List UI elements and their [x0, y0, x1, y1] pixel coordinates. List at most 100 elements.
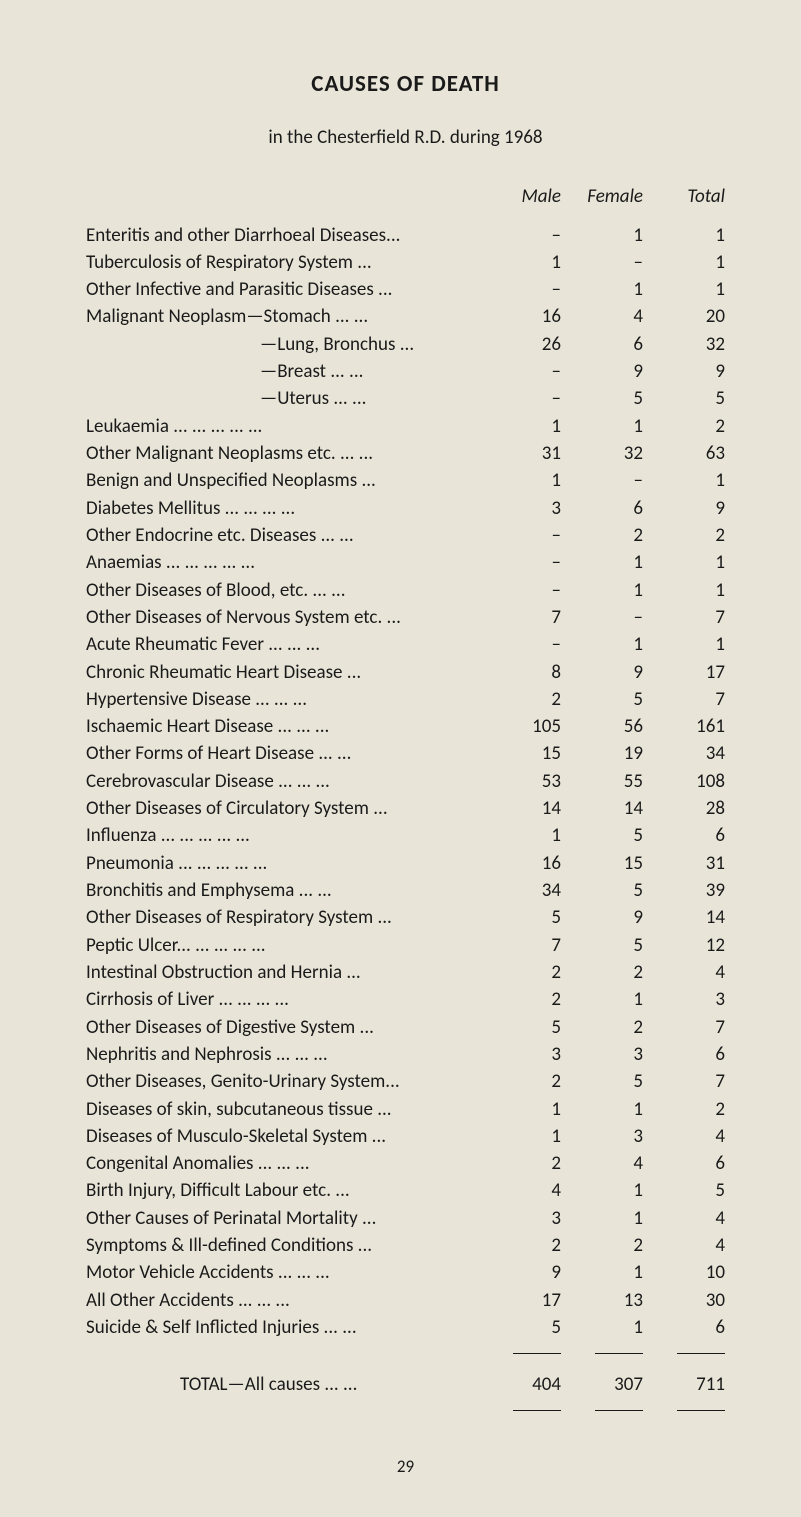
female-cell: 14	[567, 796, 649, 823]
male-cell: 34	[485, 878, 567, 905]
male-cell: 9	[485, 1260, 567, 1287]
total-cell: 14	[649, 905, 731, 932]
female-cell: 19	[567, 741, 649, 768]
total-cell: 32	[649, 331, 731, 358]
col-female: Female	[567, 183, 649, 222]
cause-cell: Other Diseases of Digestive System ...	[80, 1014, 485, 1041]
total-cell: 5	[649, 386, 731, 413]
cause-cell: Diseases of skin, subcutaneous tissue ..…	[80, 1096, 485, 1123]
female-cell: 13	[567, 1287, 649, 1314]
male-cell: –	[485, 577, 567, 604]
female-cell: 9	[567, 359, 649, 386]
female-cell: 2	[567, 1014, 649, 1041]
male-cell: 3	[485, 1041, 567, 1068]
total-total: 711	[649, 1359, 731, 1399]
total-row: TOTAL—All causes ... ...404307711	[80, 1359, 731, 1399]
female-cell: –	[567, 468, 649, 495]
female-cell: 5	[567, 1069, 649, 1096]
total-female: 307	[567, 1359, 649, 1399]
cause-cell: Chronic Rheumatic Heart Disease ...	[80, 659, 485, 686]
table-row: Other Infective and Parasitic Diseases .…	[80, 277, 731, 304]
male-cell: 7	[485, 932, 567, 959]
total-cell: 63	[649, 441, 731, 468]
table-row: Diseases of Musculo-Skeletal System ...1…	[80, 1123, 731, 1150]
table-row: Suicide & Self Inflicted Injuries ... ..…	[80, 1315, 731, 1342]
female-cell: 2	[567, 959, 649, 986]
cause-cell: Influenza ... ... ... ... ...	[80, 823, 485, 850]
table-row: Cirrhosis of Liver ... ... ... ...213	[80, 987, 731, 1014]
total-cell: 108	[649, 768, 731, 795]
total-cell: 5	[649, 1178, 731, 1205]
total-cell: 12	[649, 932, 731, 959]
female-cell: 5	[567, 386, 649, 413]
table-row: Influenza ... ... ... ... ...156	[80, 823, 731, 850]
male-cell: 2	[485, 1233, 567, 1260]
male-cell: 16	[485, 850, 567, 877]
female-cell: 1	[567, 1260, 649, 1287]
cause-cell: Other Endocrine etc. Diseases ... ...	[80, 522, 485, 549]
col-total: Total	[649, 183, 731, 222]
male-cell: 16	[485, 304, 567, 331]
table-row: Anaemias ... ... ... ... ...–11	[80, 550, 731, 577]
table-row: Hypertensive Disease ... ... ...257	[80, 686, 731, 713]
col-male: Male	[485, 183, 567, 222]
rule-row	[80, 1399, 731, 1416]
table-row: Enteritis and other Diarrhoeal Diseases.…	[80, 222, 731, 249]
female-cell: 2	[567, 522, 649, 549]
total-cell: 6	[649, 1151, 731, 1178]
female-cell: 56	[567, 714, 649, 741]
cause-cell: Enteritis and other Diarrhoeal Diseases.…	[80, 222, 485, 249]
total-cell: 3	[649, 987, 731, 1014]
table-row: Nephritis and Nephrosis ... ... ...336	[80, 1041, 731, 1068]
total-cell: 1	[649, 249, 731, 276]
total-cell: 1	[649, 550, 731, 577]
male-cell: 17	[485, 1287, 567, 1314]
total-cell: 7	[649, 1014, 731, 1041]
rule-row	[80, 1342, 731, 1359]
cause-cell: Malignant Neoplasm—Stomach ... ...	[80, 304, 485, 331]
total-cell: 20	[649, 304, 731, 331]
female-cell: 2	[567, 1233, 649, 1260]
cause-cell: Acute Rheumatic Fever ... ... ...	[80, 632, 485, 659]
table-header-row: Male Female Total	[80, 183, 731, 222]
female-cell: –	[567, 604, 649, 631]
cause-cell: Benign and Unspecified Neoplasms ...	[80, 468, 485, 495]
male-cell: 1	[485, 823, 567, 850]
total-cell: 2	[649, 522, 731, 549]
male-cell: –	[485, 386, 567, 413]
male-cell: 7	[485, 604, 567, 631]
total-cell: 1	[649, 277, 731, 304]
male-cell: –	[485, 632, 567, 659]
document-page: CAUSES OF DEATH in the Chesterfield R.D.…	[0, 0, 801, 1517]
male-cell: 2	[485, 1151, 567, 1178]
cause-cell: Anaemias ... ... ... ... ...	[80, 550, 485, 577]
male-cell: 2	[485, 686, 567, 713]
cause-cell: Hypertensive Disease ... ... ...	[80, 686, 485, 713]
total-cell: 9	[649, 495, 731, 522]
cause-cell: Diseases of Musculo-Skeletal System ...	[80, 1123, 485, 1150]
cause-cell: Birth Injury, Difficult Labour etc. ...	[80, 1178, 485, 1205]
total-cell: 1	[649, 222, 731, 249]
female-cell: 4	[567, 304, 649, 331]
female-cell: 1	[567, 413, 649, 440]
table-row: Other Diseases of Nervous System etc. ..…	[80, 604, 731, 631]
table-row: Motor Vehicle Accidents ... ... ...9110	[80, 1260, 731, 1287]
total-cell: 2	[649, 1096, 731, 1123]
table-row: Other Forms of Heart Disease ... ...1519…	[80, 741, 731, 768]
cause-cell: Other Diseases, Genito-Urinary System...	[80, 1069, 485, 1096]
cause-cell: Other Causes of Perinatal Mortality ...	[80, 1205, 485, 1232]
female-cell: 6	[567, 331, 649, 358]
male-cell: –	[485, 222, 567, 249]
table-row: Tuberculosis of Respiratory System ...1–…	[80, 249, 731, 276]
male-cell: –	[485, 522, 567, 549]
table-row: Other Diseases of Digestive System ...52…	[80, 1014, 731, 1041]
female-cell: 1	[567, 550, 649, 577]
table-row: —Lung, Bronchus ...26632	[80, 331, 731, 358]
female-cell: 15	[567, 850, 649, 877]
table-row: Diabetes Mellitus ... ... ... ...369	[80, 495, 731, 522]
table-row: Chronic Rheumatic Heart Disease ...8917	[80, 659, 731, 686]
table-row: Other Diseases of Respiratory System ...…	[80, 905, 731, 932]
cause-cell: —Breast ... ...	[80, 359, 485, 386]
table-row: Cerebrovascular Disease ... ... ...53551…	[80, 768, 731, 795]
cause-cell: Diabetes Mellitus ... ... ... ...	[80, 495, 485, 522]
